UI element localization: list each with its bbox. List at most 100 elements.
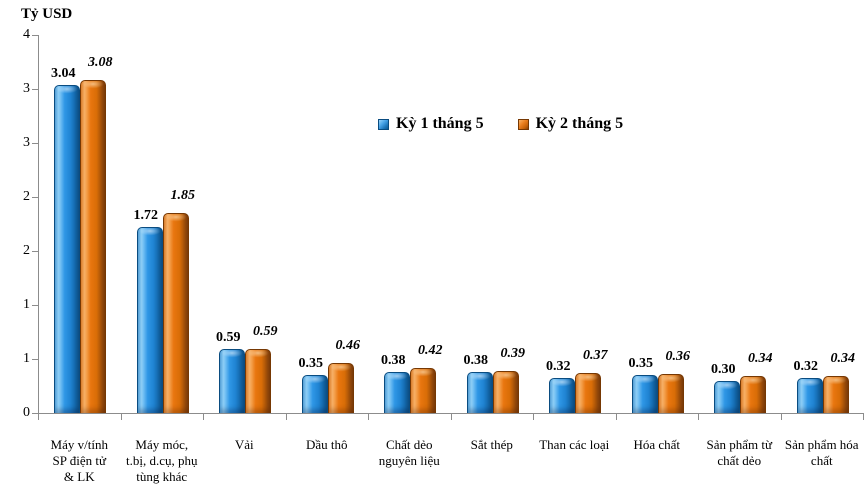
bar-ky1-thang5: [549, 378, 576, 413]
bar-group: 1.72 1.85: [122, 35, 205, 413]
bar-pair: 0.35 0.46: [299, 35, 360, 413]
bar-ky1-thang5: [54, 84, 81, 413]
bar-group: 0.59 0.59: [204, 35, 287, 413]
value-label-ky2: 0.59: [253, 324, 278, 340]
bar-ky2-thang5: [245, 349, 272, 413]
y-axis-tick-label: 4: [23, 27, 30, 42]
bar-ky1-thang5: [714, 380, 741, 413]
category-labels: Máy v/tính SP điện tử & LK Máy móc, t.bị, d.…: [38, 437, 863, 485]
bar-pair: 0.32 0.34: [794, 35, 855, 413]
bar-pair: 0.32 0.37: [546, 35, 608, 413]
value-label-ky2: 0.39: [500, 345, 526, 361]
legend: Kỳ 1 tháng 5 Kỳ 2 tháng 5: [378, 115, 623, 133]
y-axis-title: Tỷ USD: [21, 6, 73, 22]
x-axis-tick: [38, 413, 39, 420]
legend-label-ky1: Kỳ 1 tháng 5: [396, 115, 484, 132]
bar-group: 0.38 0.39: [452, 35, 535, 413]
y-axis-tick-label: 3: [23, 135, 30, 150]
y-axis-tick-label: 1: [23, 351, 30, 366]
y-axis-tick-label: 1: [23, 297, 30, 312]
y-axis-tick-label: 0: [23, 405, 30, 420]
category-label-line: Than các loại: [539, 437, 610, 452]
bar-pair: 0.59 0.59: [216, 35, 278, 413]
bar-ky2-thang5: [162, 213, 189, 413]
y-axis-tick: [32, 197, 39, 198]
bar-ky2-thang5: [657, 374, 684, 413]
category-label-line: Sắt thép: [470, 437, 513, 452]
bar-pair: 0.30 0.34: [711, 35, 773, 413]
category-label: Vải: [203, 437, 286, 485]
value-label-ky2: 0.42: [418, 342, 443, 358]
bar-pair: 1.72 1.85: [134, 35, 195, 413]
bar-ky2-thang5: [492, 370, 519, 413]
value-label-ky2: 0.37: [583, 348, 608, 364]
category-label-line: Dầu thô: [305, 437, 348, 452]
category-label-line: chất dẻo: [717, 453, 762, 468]
bar-ky1-thang5: [301, 375, 328, 413]
bar-group: 0.35 0.46: [287, 35, 370, 413]
category-label: Máy v/tính SP điện tử & LK: [38, 437, 121, 485]
value-label-ky2: 0.36: [665, 349, 691, 365]
bar-group: 0.32 0.37: [534, 35, 617, 413]
value-label-ky1: 0.32: [793, 359, 819, 375]
bar-ky2-thang5: [80, 80, 107, 413]
category-label-line: chất: [810, 453, 833, 468]
legend-item-ky2: Kỳ 2 tháng 5: [517, 115, 624, 133]
value-label-ky2: 0.34: [748, 351, 773, 367]
category-label-line: t.bị, d.cụ, phụ: [126, 453, 198, 468]
bar-ky1-thang5: [796, 378, 823, 413]
category-label: Sắt thép: [451, 437, 534, 485]
category-label: Sản phẩm từ chất dẻo: [698, 437, 781, 485]
legend-label-ky2: Kỳ 2 tháng 5: [535, 115, 624, 132]
value-label-ky1: 0.30: [711, 361, 736, 377]
bar-pair: 3.04 3.08: [51, 35, 113, 413]
x-axis-tick: [203, 413, 204, 420]
category-label: Chất dẻo nguyên liệu: [368, 437, 451, 485]
bar-ky2-thang5: [410, 367, 437, 413]
y-axis-tick-label: 2: [23, 243, 30, 258]
category-label-line: Chất dẻo: [385, 437, 433, 452]
legend-item-ky1: Kỳ 1 tháng 5: [378, 115, 484, 133]
y-axis-tick-label: 3: [23, 81, 30, 96]
y-axis-tick: [32, 413, 39, 414]
value-label-ky1: 1.72: [133, 208, 159, 224]
bar-group: 0.35 0.36: [617, 35, 700, 413]
category-label-line: Máy v/tính: [50, 437, 108, 452]
y-axis-tick: [32, 359, 39, 360]
category-label-line: SP điện tử: [52, 453, 107, 468]
legend-swatch-ky2: [517, 118, 529, 130]
bar-pair: 0.38 0.42: [381, 35, 443, 413]
category-label: Dầu thô: [286, 437, 369, 485]
bar-ky1-thang5: [219, 349, 246, 413]
x-axis-tick: [780, 413, 782, 420]
x-axis-tick: [450, 413, 452, 420]
bar-groups: 3.04 3.08 1.72 1.85 0.59 0.59 0.35 0.46 0.38 0.42…: [39, 35, 864, 413]
x-axis-tick: [120, 413, 122, 420]
value-label-ky1: 0.32: [546, 359, 571, 375]
category-label: Máy móc, t.bị, d.cụ, phụ tùng khác: [121, 437, 204, 485]
bar-pair: 0.35 0.36: [629, 35, 690, 413]
x-axis-tick: [285, 413, 287, 420]
x-axis-tick: [863, 413, 864, 420]
bar-ky1-thang5: [136, 227, 163, 413]
bar-group: 0.38 0.42: [369, 35, 452, 413]
value-label-ky1: 0.59: [216, 330, 241, 346]
category-label-line: Hóa chất: [633, 437, 681, 452]
category-label-line: Vải: [234, 437, 254, 452]
bar-ky2-thang5: [327, 363, 354, 413]
category-label: Than các loại: [533, 437, 616, 485]
value-label-ky2: 1.85: [170, 188, 196, 204]
value-label-ky1: 0.35: [628, 356, 654, 372]
y-axis-tick: [32, 305, 39, 306]
value-label-ky2: 0.46: [335, 338, 361, 354]
category-label-line: Máy móc,: [135, 437, 189, 452]
plot-area: 4 3 3 2 2 1 1 0 3.04 3.08 1.72 1.85 0.59 0.59 0.35 0.46…: [23, 27, 864, 420]
bar-ky1-thang5: [631, 375, 658, 413]
bar-ky2-thang5: [575, 373, 602, 413]
value-label-ky1: 0.35: [298, 356, 324, 372]
value-label-ky2: 0.34: [830, 351, 856, 367]
x-axis-tick: [533, 413, 534, 420]
category-label-line: Sản phẩm từ: [706, 437, 773, 452]
category-label-line: nguyên liệu: [378, 453, 440, 468]
category-label: Sản phẩm hóa chất: [781, 437, 864, 485]
